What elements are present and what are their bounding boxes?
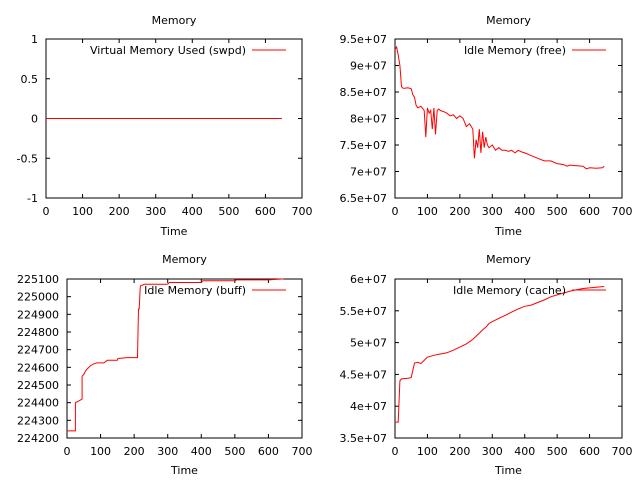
x-tick-label: 700 <box>612 205 633 218</box>
x-tick-label: 200 <box>449 445 470 458</box>
plot-frame <box>394 278 623 439</box>
x-tick-label: 400 <box>514 445 535 458</box>
y-tick-label: 7e+07 <box>350 166 387 179</box>
chart-panel-buff: Memory Time 0 100 200 300 400 500 600 700 224200 22… <box>17 253 313 477</box>
x-tick-label: 200 <box>124 445 145 458</box>
x-tick-label: 400 <box>182 205 203 218</box>
plot-frame <box>394 38 623 199</box>
y-tick-label: 224400 <box>17 397 59 410</box>
x-tick-label: 0 <box>392 205 399 218</box>
y-tick-label: -0.5 <box>17 152 38 165</box>
x-tick-label: 400 <box>191 445 212 458</box>
x-tick-label: 200 <box>109 205 130 218</box>
x-tick-label: 100 <box>417 445 438 458</box>
x-tick-label: 100 <box>417 205 438 218</box>
x-tick-label: 500 <box>224 445 245 458</box>
chart-title: Memory <box>152 14 197 27</box>
chart-title: Memory <box>486 14 531 27</box>
series-line <box>394 45 605 170</box>
x-tick-label: 600 <box>579 205 600 218</box>
x-tick-label: 600 <box>255 205 276 218</box>
y-tick-label: 8.5e+07 <box>340 86 387 99</box>
x-tick-label: 700 <box>612 445 633 458</box>
y-tick-label: 3.5e+07 <box>340 432 387 445</box>
x-tick-label: 600 <box>579 445 600 458</box>
y-tick-label: 8e+07 <box>350 113 387 126</box>
x-tick-label: 300 <box>482 445 503 458</box>
legend-label: Idle Memory (free) <box>464 44 566 57</box>
x-tick-label: 700 <box>292 445 313 458</box>
x-tick-label: 0 <box>43 205 50 218</box>
series-line <box>395 286 605 423</box>
x-tick-label: 500 <box>547 445 568 458</box>
x-tick-label: 200 <box>449 205 470 218</box>
y-tick-label: 6e+07 <box>350 273 387 286</box>
y-tick-label: 4e+07 <box>350 400 387 413</box>
plot-frame <box>66 278 303 439</box>
x-tick-label: 400 <box>514 205 535 218</box>
x-axis-label: Time <box>160 225 188 238</box>
y-tick-label: 4.5e+07 <box>340 368 387 381</box>
x-axis-label: Time <box>494 225 522 238</box>
y-tick-label: 224200 <box>17 432 59 445</box>
chart-panel-cache: Memory Time 0 100 200 300 400 500 600 700 3.5e+07 4… <box>340 253 633 477</box>
x-tick-label: 300 <box>145 205 166 218</box>
y-tick-label: 224300 <box>17 414 59 427</box>
y-tick-label: 7.5e+07 <box>340 139 387 152</box>
y-tick-label: 224500 <box>17 379 59 392</box>
legend-label: Idle Memory (cache) <box>453 284 566 297</box>
y-tick-label: 5.5e+07 <box>340 305 387 318</box>
chart-panel-free: Memory Time 0 100 200 300 400 500 600 700 6.5e+07 7… <box>340 14 633 238</box>
x-axis-label: Time <box>494 464 522 477</box>
y-tick-label: 0 <box>31 113 38 126</box>
chart-title: Memory <box>486 253 531 266</box>
x-tick-label: 0 <box>392 445 399 458</box>
y-tick-label: 224600 <box>17 361 59 374</box>
x-tick-label: 0 <box>64 445 71 458</box>
y-tick-label: 5e+07 <box>350 337 387 350</box>
y-tick-label: 1 <box>31 33 38 46</box>
x-tick-label: 500 <box>547 205 568 218</box>
y-tick-label: 224900 <box>17 308 59 321</box>
x-tick-label: 100 <box>72 205 93 218</box>
legend-label: Virtual Memory Used (swpd) <box>90 44 246 57</box>
x-tick-label: 500 <box>218 205 239 218</box>
y-tick-label: -1 <box>27 192 38 205</box>
x-tick-label: 100 <box>90 445 111 458</box>
x-tick-label: 600 <box>258 445 279 458</box>
x-tick-label: 700 <box>292 205 313 218</box>
y-tick-label: 225100 <box>17 273 59 286</box>
chart-title: Memory <box>162 253 207 266</box>
y-tick-label: 6.5e+07 <box>340 192 387 205</box>
y-tick-label: 0.5 <box>21 73 39 86</box>
x-axis-label: Time <box>170 464 198 477</box>
x-tick-label: 300 <box>482 205 503 218</box>
y-tick-label: 224700 <box>17 344 59 357</box>
y-tick-label: 225000 <box>17 291 59 304</box>
y-tick-label: 9.5e+07 <box>340 33 387 46</box>
y-tick-label: 9e+07 <box>350 60 387 73</box>
series-line <box>67 278 284 432</box>
y-tick-label: 224800 <box>17 326 59 339</box>
chart-panel-swpd: Memory Time 0 100 200 300 400 500 600 700 -1 -0.5 0 0… <box>17 14 313 238</box>
legend-label: Idle Memory (buff) <box>144 284 246 297</box>
x-tick-label: 300 <box>157 445 178 458</box>
